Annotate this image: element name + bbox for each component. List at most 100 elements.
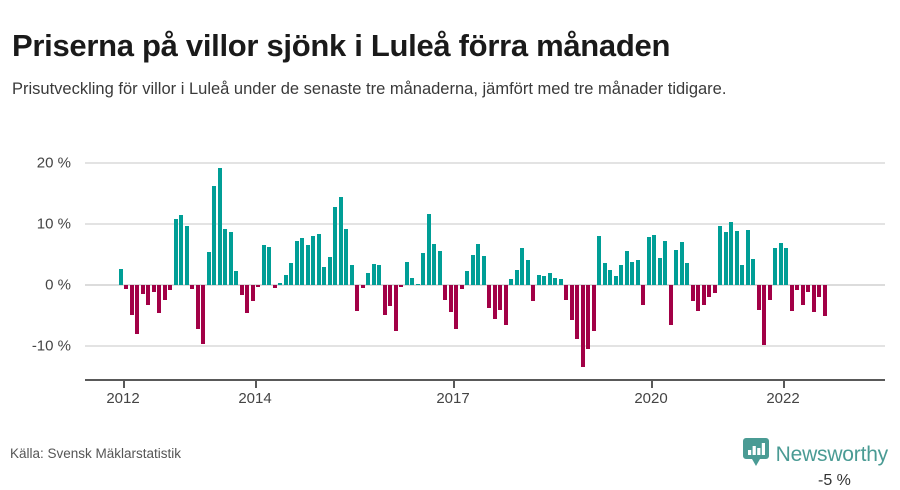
x-axis-line [85, 379, 885, 381]
bar [481, 255, 486, 285]
bar [239, 285, 244, 296]
bar [520, 248, 525, 285]
bar [624, 251, 629, 285]
bar [459, 285, 464, 289]
bar [756, 285, 761, 310]
bar [723, 231, 728, 285]
bar [630, 261, 635, 285]
bar [773, 248, 778, 285]
bar [311, 235, 316, 285]
bar [646, 236, 651, 285]
x-tick [651, 381, 653, 388]
bar [509, 278, 514, 285]
bar [536, 275, 541, 285]
bar [212, 186, 217, 285]
bar [283, 275, 288, 285]
x-tick-label: 2012 [106, 390, 140, 407]
bar [547, 273, 552, 285]
x-tick [255, 381, 257, 388]
x-tick [123, 381, 125, 388]
bar [421, 253, 426, 285]
bar [542, 275, 547, 285]
bar [619, 264, 624, 285]
bar [751, 258, 756, 285]
bar [360, 285, 365, 289]
bar [140, 285, 145, 295]
bar [201, 285, 206, 344]
bar [349, 265, 354, 285]
bar [795, 285, 800, 291]
x-tick-label: 2014 [238, 390, 272, 407]
bar [553, 277, 558, 285]
x-tick [453, 381, 455, 388]
bar [608, 270, 613, 285]
gridline-0 [85, 284, 885, 286]
y-tick-label: 20 % [36, 154, 71, 172]
bar [800, 285, 805, 305]
bar [135, 285, 140, 335]
x-axis: 2012 2014 2017 2020 2022 [0, 379, 900, 419]
bar [613, 275, 618, 285]
bar [206, 252, 211, 285]
bar [415, 283, 420, 285]
bar [437, 251, 442, 285]
bar [503, 285, 508, 325]
bar [393, 285, 398, 331]
bar [250, 285, 255, 301]
bar [168, 285, 173, 290]
bar [217, 168, 222, 285]
bar [602, 263, 607, 285]
bar [591, 285, 596, 331]
x-tick-label: 2022 [766, 390, 800, 407]
bar [701, 285, 706, 305]
bar [635, 259, 640, 285]
bar [696, 285, 701, 312]
bar [679, 241, 684, 285]
bar [327, 256, 332, 285]
bar [184, 226, 189, 285]
bar [762, 285, 767, 346]
plot-area: 20 % 10 % 0 % -10 % -5 % [0, 150, 900, 489]
bar [514, 270, 519, 285]
bar [366, 272, 371, 285]
bar [228, 231, 233, 285]
bar [305, 244, 310, 285]
bar [525, 259, 530, 285]
bar [641, 285, 646, 306]
newsworthy-logo[interactable]: Newsworthy [742, 438, 888, 470]
bar [822, 285, 827, 316]
bar [707, 285, 712, 298]
bar [674, 249, 679, 285]
bar [432, 244, 437, 285]
bar [558, 278, 563, 285]
chart-footer: Källa: Svensk Mäklarstatistik Newsworthy [0, 438, 900, 474]
chart-page: Priserna på villor sjönk i Luleå förra m… [0, 28, 900, 489]
x-tick-label: 2020 [634, 390, 668, 407]
bar [267, 246, 272, 285]
bar [498, 285, 503, 310]
bar [333, 206, 338, 285]
source-note: Källa: Svensk Mäklarstatistik [10, 446, 182, 461]
bar [443, 285, 448, 301]
bar [454, 285, 459, 329]
bar [580, 285, 585, 367]
bar [190, 285, 195, 289]
bar [261, 245, 266, 285]
bar [729, 221, 734, 285]
bar [129, 285, 134, 315]
bar [338, 197, 343, 285]
bar [388, 285, 393, 306]
bar [118, 269, 123, 285]
bar [410, 278, 415, 285]
bar [195, 285, 200, 329]
bar [685, 263, 690, 285]
bar [157, 285, 162, 314]
bar [575, 285, 580, 340]
bar [448, 285, 453, 312]
bar [789, 285, 794, 312]
x-tick-label: 2017 [436, 390, 470, 407]
y-tick-label: 10 % [36, 215, 71, 233]
bar [663, 241, 668, 285]
bar [289, 263, 294, 285]
bar [492, 285, 497, 320]
